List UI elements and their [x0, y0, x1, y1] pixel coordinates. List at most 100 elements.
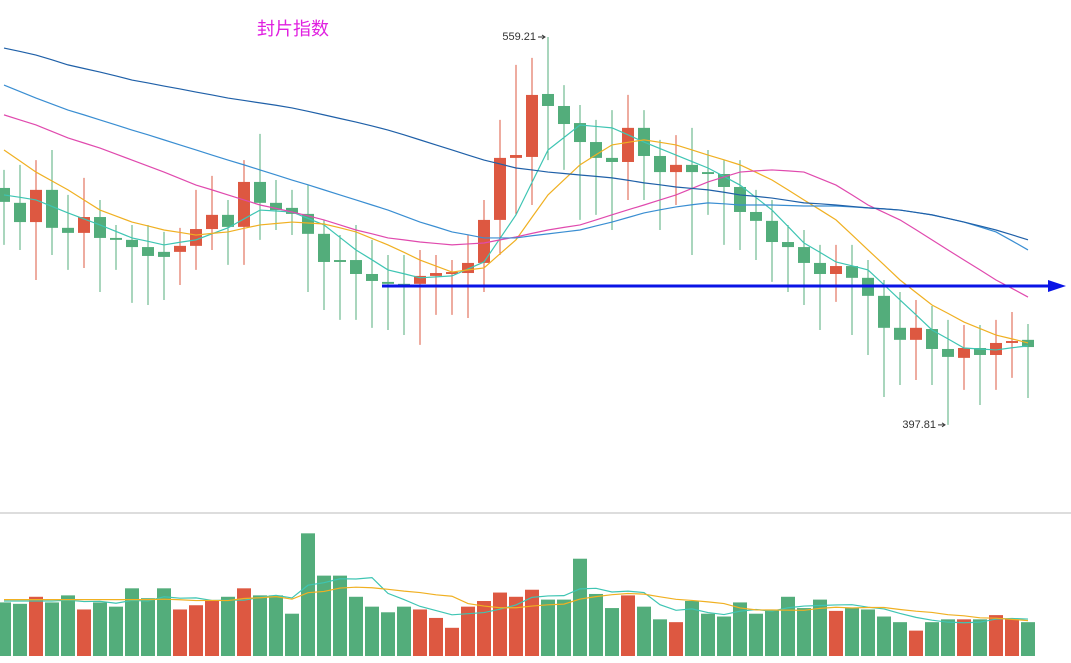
- candle-body: [798, 247, 810, 263]
- volume-bar: [109, 606, 123, 656]
- volume-bar: [733, 602, 747, 656]
- volume-bar: [397, 606, 411, 656]
- volume-bar: [717, 616, 731, 656]
- candle-body: [670, 164, 682, 173]
- volume-bar: [893, 622, 907, 656]
- volume-bar: [765, 609, 779, 656]
- volume-bar: [93, 602, 107, 656]
- candle-body: [382, 281, 394, 284]
- volume-bar: [845, 608, 859, 656]
- volume-bar: [269, 595, 283, 656]
- candle-body: [510, 155, 522, 158]
- candle-body: [446, 272, 458, 274]
- volume-bar: [621, 595, 635, 656]
- volume-bar: [925, 622, 939, 656]
- candle-body: [846, 266, 858, 278]
- volume-bar: [157, 588, 171, 656]
- volume-bar: [797, 608, 811, 656]
- candle-body: [1006, 341, 1018, 343]
- candle-body: [830, 266, 842, 274]
- reference-arrowhead: [1048, 280, 1066, 293]
- volume-bar: [749, 613, 763, 656]
- candle-body: [750, 211, 762, 221]
- ma-line: [3, 124, 1029, 351]
- candle-body: [686, 164, 698, 173]
- candle-body: [286, 207, 298, 214]
- volume-bar: [605, 608, 619, 656]
- volume-bar: [909, 630, 923, 656]
- volume-bar: [253, 595, 267, 656]
- volume-bar: [29, 596, 43, 656]
- extreme-label: 397.81: [902, 419, 936, 431]
- candle-body: [334, 260, 346, 262]
- candle-body: [14, 202, 26, 223]
- volume-bar: [957, 619, 971, 656]
- candle-body: [590, 142, 602, 158]
- candle-body: [46, 189, 58, 228]
- candle-body: [270, 202, 282, 211]
- extreme-label: 559.21: [502, 31, 536, 43]
- volume-bar: [189, 605, 203, 656]
- candle-body: [94, 217, 106, 238]
- candle-body: [606, 157, 618, 162]
- volume-bar: [221, 596, 235, 656]
- volume-bar: [141, 598, 155, 656]
- volume-bar: [77, 609, 91, 656]
- volume-bar: [861, 609, 875, 656]
- ma-line: [3, 139, 1029, 344]
- candle-body: [190, 229, 202, 246]
- candle-body: [366, 273, 378, 281]
- candle-body: [222, 214, 234, 227]
- candle-body: [654, 155, 666, 173]
- volume-bar: [509, 596, 523, 656]
- volume-bar: [173, 609, 187, 656]
- volume-bar: [429, 617, 443, 656]
- ma-line: [4, 586, 1029, 622]
- candle-body: [126, 239, 138, 248]
- candle-body: [766, 220, 778, 243]
- volume-bar: [829, 610, 843, 656]
- candle-body: [478, 219, 490, 263]
- candle-body: [894, 327, 906, 340]
- candle-body: [110, 237, 122, 240]
- candle-body: [62, 227, 74, 233]
- volume-bar: [333, 575, 347, 656]
- candle-body: [814, 262, 826, 274]
- ma-line: [3, 114, 1029, 298]
- volume-bar: [285, 613, 299, 656]
- candle-body: [238, 181, 250, 227]
- extreme-arrowhead: [541, 34, 546, 40]
- ma-line: [4, 576, 1029, 624]
- candle-body: [702, 172, 714, 175]
- candle-body: [414, 275, 426, 284]
- volume-bar: [205, 601, 219, 656]
- candle-body: [462, 262, 474, 274]
- ma-line: [3, 47, 1029, 241]
- chart-title: 封片指数: [257, 19, 329, 39]
- volume-bar: [45, 602, 59, 656]
- volume-bar: [653, 619, 667, 656]
- candle-body: [78, 217, 90, 233]
- volume-bar: [669, 622, 683, 656]
- volume-bar: [237, 588, 251, 656]
- volume-bar: [813, 599, 827, 656]
- candle-body: [942, 348, 954, 357]
- candle-body: [558, 105, 570, 125]
- volume-bar: [685, 601, 699, 656]
- volume-bar: [1005, 619, 1019, 656]
- volume-bar: [589, 593, 603, 656]
- candle-body: [158, 251, 170, 257]
- volume-bar: [461, 606, 475, 656]
- candle-body: [1022, 339, 1034, 348]
- volume-bar: [349, 596, 363, 656]
- volume-bar: [365, 606, 379, 656]
- volume-bar: [0, 602, 11, 656]
- volume-bar: [877, 616, 891, 656]
- candle-body: [990, 342, 1002, 355]
- volume-bar: [989, 615, 1003, 656]
- candle-body: [174, 245, 186, 252]
- candle-body: [878, 295, 890, 328]
- volume-bar: [941, 619, 955, 656]
- volume-bar: [781, 596, 795, 656]
